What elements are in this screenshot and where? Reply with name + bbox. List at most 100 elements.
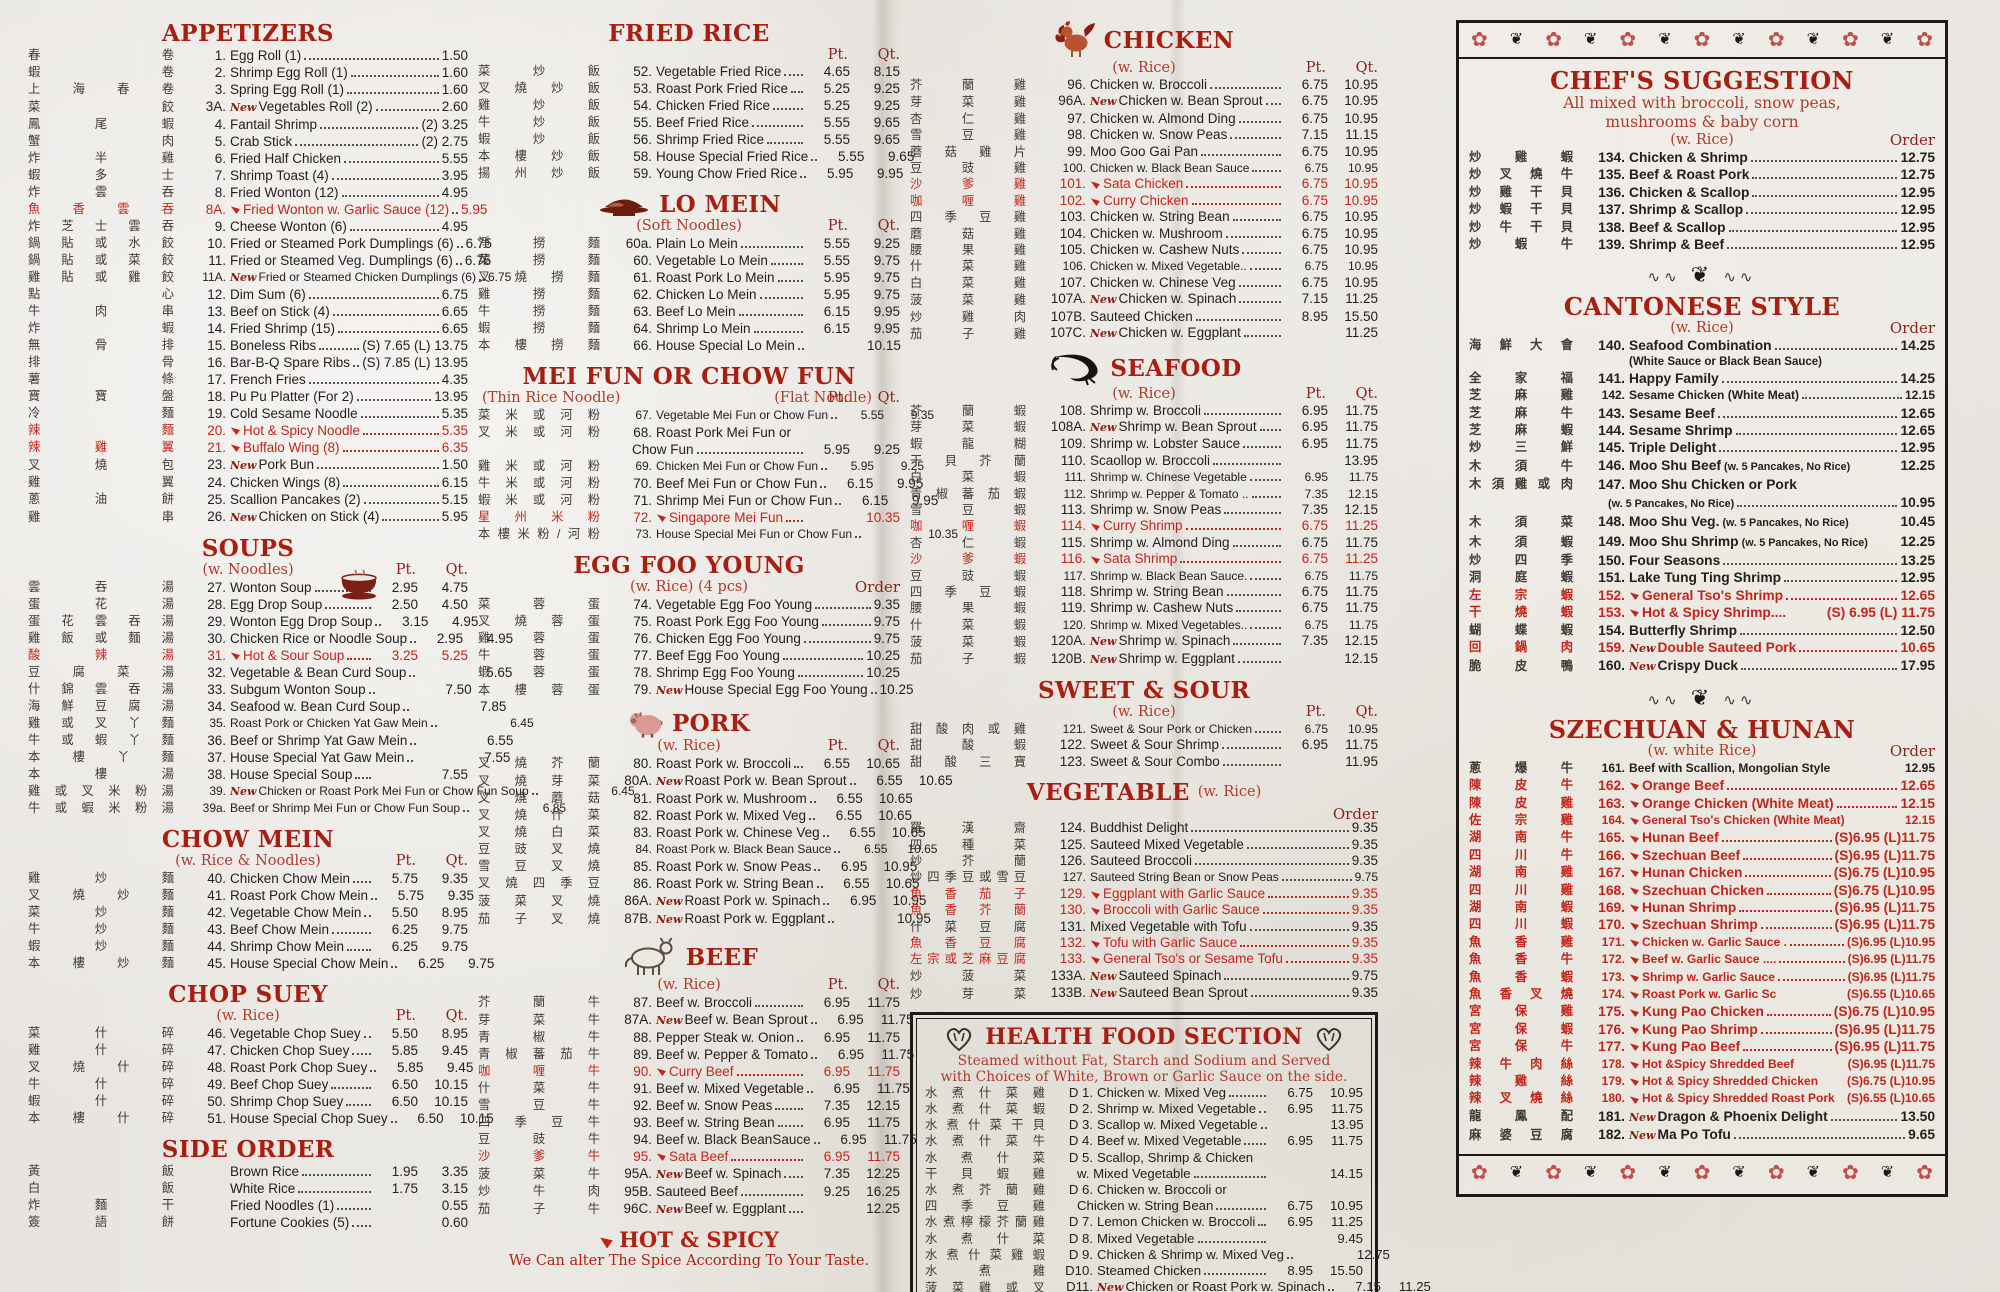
- item-number: 11.: [208, 253, 226, 268]
- section-subtitle-row: (w. Rice) Pt. Qt.: [28, 1008, 468, 1025]
- item-number: 33.: [207, 682, 226, 697]
- item-chinese: 左宗蝦: [1469, 587, 1573, 602]
- item-number: D 1.: [1068, 1084, 1093, 1100]
- item-chinese: 洞庭蝦: [1469, 570, 1573, 585]
- item-price-pint: 5.95: [827, 166, 854, 181]
- dotted-leader: [1242, 252, 1281, 255]
- dotted-leader: [1717, 415, 1898, 418]
- dotted-leader: [1216, 1208, 1266, 1211]
- item-price-pint: 5.55: [860, 408, 885, 422]
- item-name: Moo Shu Veg.: [1629, 514, 1720, 530]
- item-price-pint: 6.75: [1301, 600, 1328, 616]
- item-name: Roast Pork w. Bean Sprout: [684, 773, 847, 788]
- order-header: Order: [1889, 319, 1935, 338]
- dotted-leader: [353, 881, 371, 883]
- item-number: 63.: [633, 304, 652, 319]
- section-title: CHOW MEIN: [161, 826, 335, 853]
- item-price: (S)6.55 (L)10.65: [1846, 1091, 1935, 1106]
- item-number: 176.: [1598, 1021, 1625, 1037]
- item-number: 16.: [207, 355, 226, 370]
- item-price: 6.65: [441, 321, 468, 336]
- item-price: 6.75: [487, 270, 512, 284]
- item-name: Sweet & Sour Pork or Chicken: [1090, 722, 1253, 736]
- dotted-leader: [375, 109, 439, 111]
- hot-and-spicy-footer: HOT & SPICY We Can alter The Spice Accord…: [478, 1228, 900, 1270]
- menu-item: 星州米粉 72. Singapore Mei Fun 10.35: [478, 509, 900, 526]
- item-name: Vegetable Chow Mein: [230, 905, 362, 920]
- item-number: 113.: [1060, 501, 1086, 517]
- item-number: 39a.: [202, 801, 226, 815]
- item-price-quart: 9.95: [877, 166, 904, 181]
- item-number: 29.: [207, 614, 226, 629]
- item-price: 6.15: [441, 475, 468, 490]
- item-number: D 3.: [1068, 1117, 1093, 1133]
- item-name: Shrimp w. Eggplant: [1118, 650, 1235, 666]
- dotted-leader: [1222, 747, 1281, 750]
- scroll-flourish-icon: ❦: [1658, 31, 1672, 48]
- dotted-leader: [813, 1142, 820, 1144]
- item-chinese: 雪豆牛: [478, 1098, 600, 1112]
- item-chinese: 四種菜: [910, 837, 1026, 852]
- item-price: 10.25: [879, 682, 914, 697]
- item-chinese: 牛或蝦米粉湯: [28, 801, 174, 815]
- item-number: 2.: [214, 65, 226, 80]
- item-name: Shrimp & Scallop: [1629, 202, 1744, 218]
- item-number: 23.: [207, 457, 226, 472]
- menu-item: 白菜蝦 111. Shrimp w. Chinese Vegetable 6.95 11…: [910, 469, 1378, 485]
- item-number: 171.: [1601, 934, 1625, 949]
- item-name: Sata Chicken: [1103, 176, 1184, 192]
- item-number: 61.: [633, 270, 652, 285]
- dotted-leader: [1745, 875, 1831, 878]
- item-name: Kung Pao Beef: [1642, 1039, 1741, 1055]
- item-number: 8.: [214, 185, 226, 200]
- item-price-pint: 6.75: [1301, 93, 1328, 109]
- item-chinese: 水煮什菜干貝: [925, 1118, 1045, 1133]
- dotted-leader: [1250, 995, 1349, 998]
- item-price: 17.95: [1900, 658, 1935, 674]
- item-chinese: 炒牛干貝: [1469, 219, 1573, 234]
- menu-item: 蝦多士 7. Shrimp Toast (4) 3.95: [28, 167, 468, 184]
- item-number: 17.: [207, 372, 226, 387]
- item-list: 芥蘭蝦 108. Shrimp w. Broccoli 6.95 11.75 芽菜蝦 108…: [910, 403, 1378, 669]
- item-chinese: 牛撈麵: [478, 304, 600, 318]
- dotted-leader: [1229, 1094, 1266, 1097]
- menu-item: 鳳尾蝦 4. Fantail Shrimp (2) 3.25: [28, 116, 468, 133]
- item-name: Cold Sesame Noodle: [230, 406, 358, 421]
- dotted-leader: [1195, 863, 1349, 866]
- dotted-leader: [1739, 910, 1832, 912]
- dotted-leader: [363, 502, 439, 504]
- item-chinese: 沙爹雞: [910, 177, 1026, 192]
- menu-item: 本樓湯 38. House Special Soup 7.55: [28, 766, 468, 783]
- item-chinese: 春卷: [28, 48, 174, 62]
- dotted-leader: [320, 127, 419, 129]
- dotted-leader: [1733, 1137, 1906, 1140]
- dotted-leader: [816, 886, 823, 888]
- item-price-pint: 6.95: [1287, 1133, 1313, 1149]
- dotted-leader: [463, 810, 470, 812]
- section-subtitle-row: (w. Rice & Noodles) Pt. Qt.: [28, 853, 468, 870]
- item-name: Roast Pork or Chicken Yat Gaw Mein: [230, 716, 428, 730]
- item-price-pint: 2.95: [391, 580, 418, 595]
- item-price: (S)6.95 (L)11.75: [1847, 969, 1935, 984]
- item-price: (2) 3.25: [421, 117, 468, 132]
- spicy-pepper-icon: [1628, 954, 1639, 965]
- menu-item: 羅漢齋 124. Buddhist Delight 9.35: [910, 820, 1378, 836]
- item-name: Moo Goo Gai Pan: [1090, 143, 1199, 159]
- item-price: 9.75: [1354, 870, 1378, 885]
- new-label: New: [1090, 635, 1117, 649]
- item-number: 117.: [1063, 568, 1086, 583]
- item-name: Moo Shu Beef: [1629, 457, 1721, 473]
- item-chinese: 叉燒炒飯: [478, 81, 600, 95]
- quart-header: Qt.: [877, 218, 900, 234]
- item-chinese: 蝦撈麵: [478, 321, 600, 335]
- dotted-leader: [753, 331, 803, 333]
- hot-and-spicy-tagline: We Can alter The Spice According To Your…: [508, 1253, 870, 1269]
- menu-item: 叉燒炒麵 41. Roast Pork Chow Mein 5.75 9.35: [28, 887, 474, 904]
- dotted-leader: [302, 1174, 371, 1176]
- item-chinese: 干貝蝦雞: [925, 1166, 1045, 1181]
- dotted-leader: [403, 709, 410, 711]
- menu-item: 炒四季 150. Four Seasons 13.25: [1469, 552, 1935, 569]
- item-number: 162.: [1598, 778, 1625, 794]
